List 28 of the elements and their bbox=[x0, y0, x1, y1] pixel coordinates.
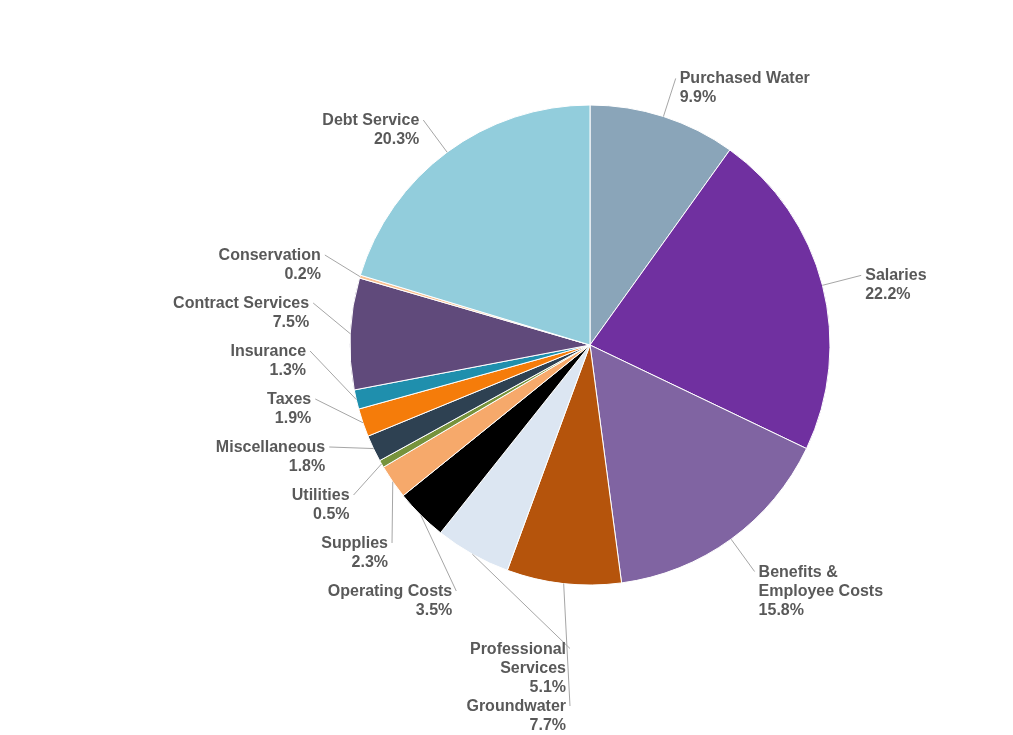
data-label: 7.7% bbox=[529, 716, 566, 733]
data-label: 0.5% bbox=[313, 505, 350, 522]
data-label: 0.2% bbox=[284, 265, 321, 282]
data-label: 3.5% bbox=[415, 601, 453, 618]
data-label: 9.9% bbox=[679, 88, 717, 106]
data-label: 5.1% bbox=[529, 677, 566, 695]
data-label: 7.5% bbox=[272, 313, 310, 330]
data-label: 22.2% bbox=[865, 285, 911, 303]
slice-label: Operating Costs bbox=[327, 582, 453, 599]
slice-label: Utilities bbox=[291, 486, 350, 503]
slice-label: Groundwater bbox=[466, 697, 566, 714]
data-label: 15.8% bbox=[758, 600, 804, 618]
slice-label: Taxes bbox=[267, 390, 312, 407]
slice-label: Supplies bbox=[321, 534, 389, 551]
slice-label: Miscellaneous bbox=[215, 438, 326, 455]
slice-label: Salaries bbox=[865, 266, 927, 284]
slice-label: Insurance bbox=[230, 342, 307, 359]
slice-label: Benefits & Employee Costs bbox=[758, 562, 884, 599]
slice-label: Conservation bbox=[218, 246, 321, 263]
slice-label: Professional Services bbox=[469, 639, 567, 676]
data-label: 2.3% bbox=[351, 553, 389, 570]
data-label: 1.3% bbox=[269, 361, 307, 378]
data-label: 1.8% bbox=[288, 457, 326, 474]
data-label: 20.3% bbox=[373, 130, 420, 148]
slice-label: Contract Services bbox=[173, 294, 310, 311]
slice-label: Purchased Water bbox=[679, 69, 810, 87]
slice-label: Debt Service bbox=[322, 111, 420, 129]
data-label: 1.9% bbox=[274, 409, 312, 426]
